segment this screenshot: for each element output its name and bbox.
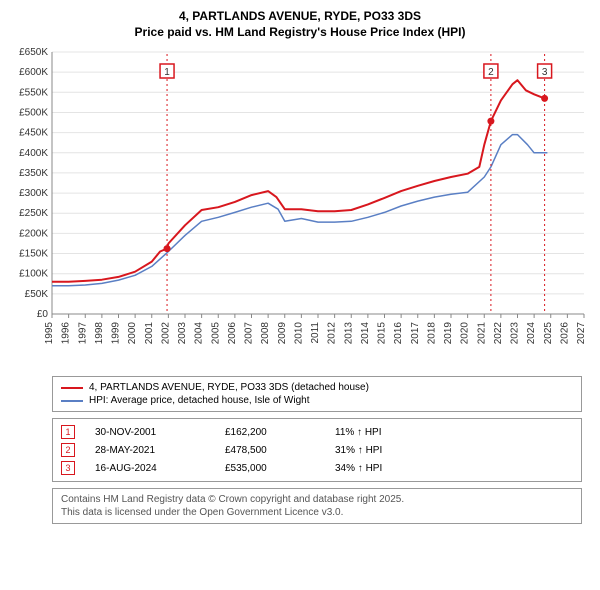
svg-text:2022: 2022: [493, 322, 504, 345]
sale-row: 2 28-MAY-2021 £478,500 31% ↑ HPI: [61, 441, 573, 459]
legend-item: 4, PARTLANDS AVENUE, RYDE, PO33 3DS (det…: [61, 381, 573, 394]
svg-text:£450K: £450K: [19, 128, 48, 139]
sale-marker-badge: 2: [61, 443, 75, 457]
svg-text:£150K: £150K: [19, 249, 48, 260]
svg-text:2007: 2007: [244, 322, 255, 345]
svg-text:2018: 2018: [426, 322, 437, 345]
attribution-footer: Contains HM Land Registry data © Crown c…: [52, 488, 582, 524]
title-line1: 4, PARTLANDS AVENUE, RYDE, PO33 3DS: [8, 8, 592, 24]
sales-table: 1 30-NOV-2001 £162,200 11% ↑ HPI 2 28-MAY-202…: [52, 418, 582, 482]
svg-text:1997: 1997: [77, 322, 88, 345]
title-line2: Price paid vs. HM Land Registry's House …: [8, 24, 592, 40]
sale-price: £162,200: [225, 427, 315, 438]
svg-text:2005: 2005: [210, 322, 221, 345]
footer-line1: Contains HM Land Registry data © Crown c…: [61, 493, 573, 506]
svg-text:1995: 1995: [44, 322, 55, 345]
svg-text:2002: 2002: [160, 322, 171, 345]
svg-text:2017: 2017: [410, 322, 421, 345]
svg-text:2019: 2019: [443, 322, 454, 345]
svg-text:2024: 2024: [526, 322, 537, 345]
svg-text:£650K: £650K: [19, 47, 48, 58]
svg-text:2001: 2001: [144, 322, 155, 345]
svg-text:£200K: £200K: [19, 229, 48, 240]
svg-text:1998: 1998: [94, 322, 105, 345]
legend: 4, PARTLANDS AVENUE, RYDE, PO33 3DS (det…: [52, 376, 582, 412]
svg-text:2011: 2011: [310, 322, 321, 344]
line-chart: £0 £50K £100K £150K £200K £250K £300K £350K £400…: [8, 46, 592, 376]
svg-text:1996: 1996: [61, 322, 72, 345]
svg-text:1999: 1999: [111, 322, 122, 345]
svg-text:2015: 2015: [377, 322, 388, 345]
svg-text:2004: 2004: [194, 322, 205, 345]
svg-text:£550K: £550K: [19, 88, 48, 99]
sale-delta: 11% ↑ HPI: [335, 427, 455, 438]
svg-text:2013: 2013: [343, 322, 354, 345]
sale-row: 3 16-AUG-2024 £535,000 34% ↑ HPI: [61, 459, 573, 477]
sale-delta: 34% ↑ HPI: [335, 463, 455, 474]
sale-row: 1 30-NOV-2001 £162,200 11% ↑ HPI: [61, 423, 573, 441]
sale-price: £535,000: [225, 463, 315, 474]
svg-text:2023: 2023: [510, 322, 521, 345]
sale-delta: 31% ↑ HPI: [335, 445, 455, 456]
legend-label: 4, PARTLANDS AVENUE, RYDE, PO33 3DS (det…: [89, 382, 369, 393]
svg-text:2009: 2009: [277, 322, 288, 345]
svg-text:2016: 2016: [393, 322, 404, 345]
svg-text:2027: 2027: [576, 322, 587, 345]
svg-text:2021: 2021: [476, 322, 487, 345]
footer-line2: This data is licensed under the Open Gov…: [61, 506, 573, 519]
svg-text:2008: 2008: [260, 322, 271, 345]
svg-text:2000: 2000: [127, 322, 138, 345]
svg-text:£50K: £50K: [25, 289, 49, 300]
chart-title-block: 4, PARTLANDS AVENUE, RYDE, PO33 3DS Pric…: [8, 8, 592, 40]
legend-label: HPI: Average price, detached house, Isle…: [89, 395, 310, 406]
svg-text:2026: 2026: [559, 322, 570, 345]
svg-text:2014: 2014: [360, 322, 371, 345]
svg-text:2010: 2010: [293, 322, 304, 345]
legend-item: HPI: Average price, detached house, Isle…: [61, 394, 573, 407]
svg-text:£350K: £350K: [19, 168, 48, 179]
svg-text:£300K: £300K: [19, 188, 48, 199]
svg-text:3: 3: [542, 67, 548, 78]
legend-swatch: [61, 400, 83, 402]
sale-date: 16-AUG-2024: [95, 463, 205, 474]
svg-text:2025: 2025: [543, 322, 554, 345]
svg-text:£250K: £250K: [19, 209, 48, 220]
svg-text:£0: £0: [37, 309, 49, 320]
svg-text:2006: 2006: [227, 322, 238, 345]
svg-text:2012: 2012: [327, 322, 338, 345]
svg-text:£600K: £600K: [19, 68, 48, 79]
svg-text:1: 1: [164, 67, 170, 78]
svg-text:2003: 2003: [177, 322, 188, 345]
svg-text:£100K: £100K: [19, 269, 48, 280]
svg-text:2: 2: [488, 67, 494, 78]
chart-container: £0 £50K £100K £150K £200K £250K £300K £350K £400…: [8, 46, 592, 376]
svg-text:£400K: £400K: [19, 148, 48, 159]
sale-marker-badge: 3: [61, 461, 75, 475]
sale-date: 28-MAY-2021: [95, 445, 205, 456]
sale-marker-badge: 1: [61, 425, 75, 439]
sale-date: 30-NOV-2001: [95, 427, 205, 438]
legend-swatch: [61, 387, 83, 389]
svg-text:2020: 2020: [460, 322, 471, 345]
sale-price: £478,500: [225, 445, 315, 456]
svg-text:£500K: £500K: [19, 108, 48, 119]
